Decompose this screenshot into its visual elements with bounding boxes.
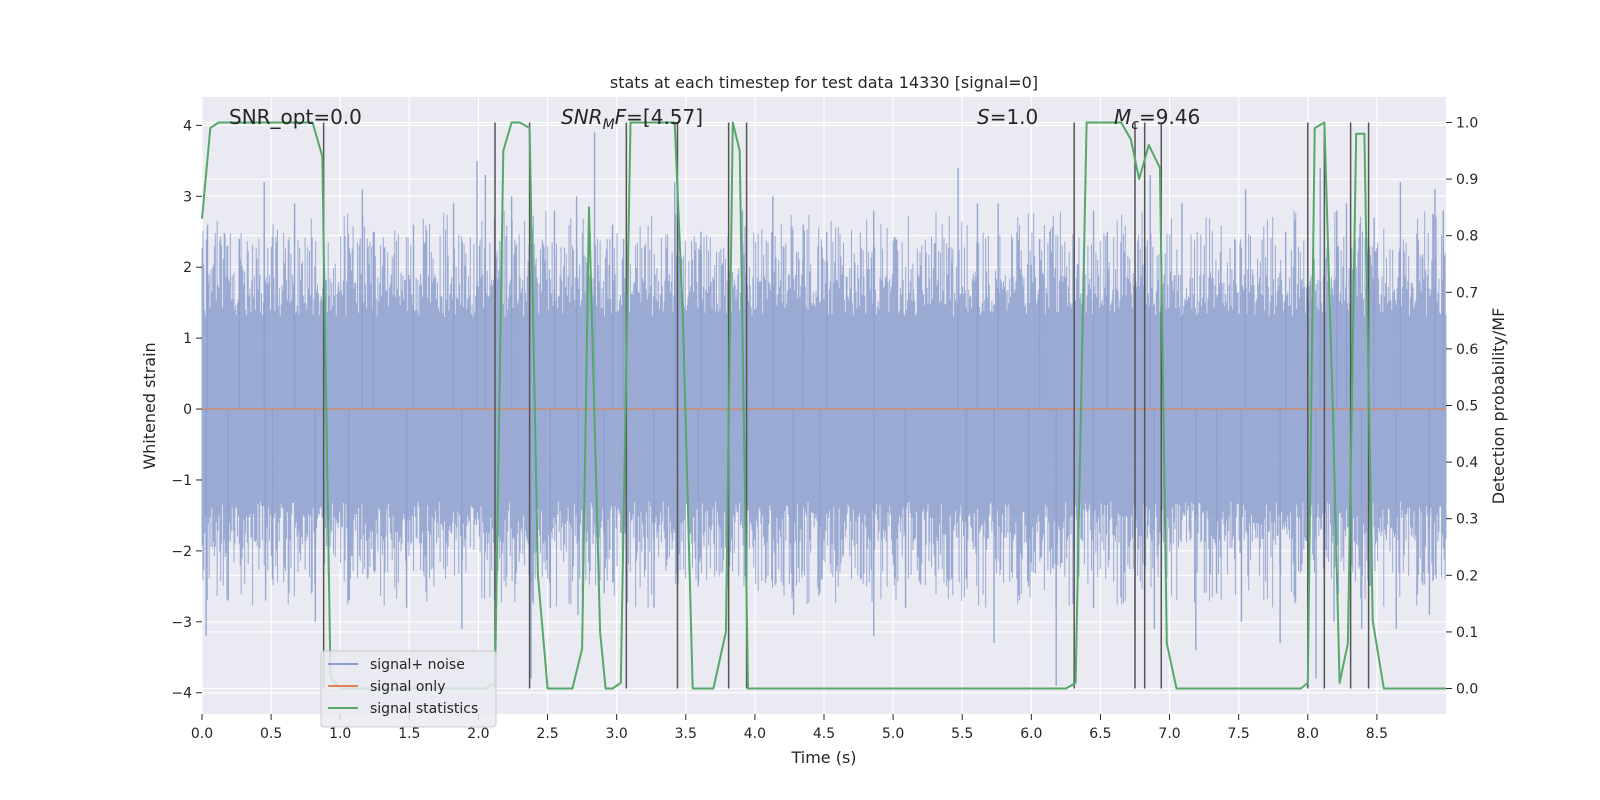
x-tick-label: 2.5 — [536, 726, 558, 742]
annotation-snr-mf-value: [4.57] — [643, 105, 703, 129]
y-tick-label: −2 — [171, 544, 192, 560]
y-axis-left: −4 −3 −2 −1 0 1 2 3 4 — [171, 118, 202, 702]
legend-box — [320, 650, 497, 728]
y-tick-label: 4 — [183, 118, 192, 134]
annotation-mc: Mc=9.46 — [1114, 105, 1200, 133]
annotation-s-value: =1.0 — [990, 105, 1039, 129]
annotation-mc-sub: c — [1131, 117, 1139, 133]
annotation-snr-mf-base: SNR — [561, 105, 603, 129]
chart-title: stats at each timestep for test data 143… — [610, 73, 1038, 92]
y-tick-label: −1 — [171, 473, 192, 489]
x-tick-label: 6.5 — [1089, 726, 1111, 742]
y2-tick-label: 0.4 — [1456, 455, 1478, 471]
annotation-s: S=1.0 — [977, 105, 1038, 129]
x-tick-label: 3.5 — [675, 726, 697, 742]
annotation-mc-base: M — [1114, 105, 1131, 129]
x-tick-label: 1.5 — [398, 726, 420, 742]
legend-label-signal-noise: signal+ noise — [370, 657, 465, 673]
x-tick-label: 0.0 — [191, 726, 213, 742]
x-tick-label: 2.0 — [467, 726, 489, 742]
x-tick-label: 4.5 — [813, 726, 835, 742]
y2-tick-label: 0.6 — [1456, 342, 1478, 358]
y-tick-label: 0 — [183, 402, 192, 418]
y-tick-label: −4 — [171, 686, 192, 702]
x-axis-label: Time (s) — [790, 748, 856, 767]
annotation-mc-value: =9.46 — [1139, 105, 1200, 129]
x-tick-label: 1.0 — [329, 726, 351, 742]
y-tick-label: −3 — [171, 615, 192, 631]
x-tick-label: 8.5 — [1366, 726, 1388, 742]
y-tick-label: 2 — [183, 260, 192, 276]
y2-tick-label: 0.7 — [1456, 285, 1478, 301]
x-tick-label: 5.0 — [882, 726, 904, 742]
annotation-snr-mf-sub: M — [603, 117, 615, 133]
legend: signal+ noise signal only signal statist… — [320, 650, 497, 728]
x-tick-label: 6.0 — [1020, 726, 1042, 742]
y2-tick-label: 0.9 — [1456, 172, 1478, 188]
annotation-snr-opt: SNR_opt=0.0 — [229, 105, 362, 129]
y-axis-right: 0.0 0.1 0.2 0.3 0.4 0.5 0.6 0.7 0.8 0.9 1.0 — [1446, 115, 1478, 698]
y2-axis-label: Detection probability/MF — [1489, 308, 1508, 505]
x-axis: 0.0 0.5 1.0 1.5 2.0 2.5 3.0 3.5 4.0 4.5 5.0 5.5 6.0 6… — [191, 714, 1388, 742]
y2-tick-label: 0.2 — [1456, 568, 1478, 584]
y2-tick-label: 0.3 — [1456, 512, 1478, 528]
x-tick-label: 7.5 — [1228, 726, 1250, 742]
y2-tick-label: 0.5 — [1456, 399, 1478, 415]
x-tick-label: 7.0 — [1158, 726, 1180, 742]
y2-tick-label: 0.1 — [1456, 625, 1478, 641]
annotation-s-symbol: S — [977, 105, 990, 129]
y-axis-label: Whitened strain — [140, 342, 159, 469]
y2-tick-label: 1.0 — [1456, 115, 1478, 131]
y-tick-label: 1 — [183, 331, 192, 347]
x-tick-label: 3.0 — [606, 726, 628, 742]
y-tick-label: 3 — [183, 189, 192, 205]
x-tick-label: 8.0 — [1297, 726, 1319, 742]
annotation-snr-mf: SNRMF=[4.57] — [561, 105, 703, 133]
annotation-snr-mf-tail: F= — [615, 105, 643, 129]
legend-label-signal-statistics: signal statistics — [370, 701, 478, 717]
y2-tick-label: 0.0 — [1456, 682, 1478, 698]
x-tick-label: 4.0 — [744, 726, 766, 742]
y2-tick-label: 0.8 — [1456, 229, 1478, 245]
x-tick-label: 0.5 — [260, 726, 282, 742]
x-tick-label: 5.5 — [951, 726, 973, 742]
legend-label-signal-only: signal only — [370, 679, 445, 695]
